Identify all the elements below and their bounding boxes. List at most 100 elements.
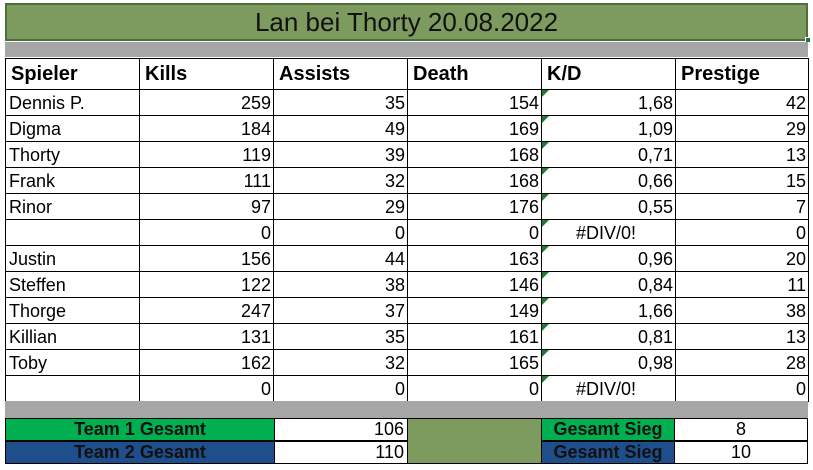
assists-cell[interactable]: 0 — [273, 219, 408, 246]
header-kills[interactable]: Kills — [139, 58, 274, 90]
kd-cell[interactable]: #DIV/0! — [541, 219, 676, 246]
prestige-cell[interactable]: 7 — [675, 193, 809, 220]
player-cell[interactable]: Steffen — [5, 271, 140, 298]
kills-cell[interactable]: 119 — [139, 141, 274, 168]
kd-cell-text: 0,66 — [637, 170, 673, 191]
kills-cell-text: 162 — [240, 352, 271, 373]
death-cell[interactable]: 165 — [407, 349, 542, 376]
kills-cell[interactable]: 162 — [139, 349, 274, 376]
death-cell-text: 168 — [508, 144, 539, 165]
kd-cell[interactable]: 0,81 — [541, 323, 676, 350]
team1-win-value[interactable]: 8 — [674, 418, 808, 441]
prestige-cell[interactable]: 13 — [675, 323, 809, 350]
kills-cell[interactable]: 122 — [139, 271, 274, 298]
kills-cell[interactable]: 0 — [139, 375, 274, 402]
prestige-cell[interactable]: 29 — [675, 115, 809, 142]
assists-cell[interactable]: 49 — [273, 115, 408, 142]
prestige-cell[interactable]: 13 — [675, 141, 809, 168]
kd-cell[interactable]: 0,71 — [541, 141, 676, 168]
prestige-cell[interactable]: 28 — [675, 349, 809, 376]
death-cell[interactable]: 169 — [407, 115, 542, 142]
death-cell[interactable]: 176 — [407, 193, 542, 220]
assists-cell[interactable]: 32 — [273, 349, 408, 376]
team2-total-value[interactable]: 110 — [274, 441, 408, 464]
header-death[interactable]: Death — [407, 58, 542, 90]
death-cell[interactable]: 168 — [407, 141, 542, 168]
kills-cell[interactable]: 184 — [139, 115, 274, 142]
prestige-cell[interactable]: 20 — [675, 245, 809, 272]
player-cell[interactable]: Frank — [5, 167, 140, 194]
kills-cell[interactable]: 111 — [139, 167, 274, 194]
kills-cell[interactable]: 156 — [139, 245, 274, 272]
kd-cell-text: 0,84 — [637, 274, 673, 295]
kills-cell-text: 0 — [260, 378, 271, 399]
kills-cell[interactable]: 259 — [139, 89, 274, 116]
death-cell[interactable]: 149 — [407, 297, 542, 324]
death-cell-text: 163 — [508, 248, 539, 269]
kills-cell[interactable]: 0 — [139, 219, 274, 246]
player-cell[interactable]: Rinor — [5, 193, 140, 220]
kd-cell[interactable]: 1,68 — [541, 89, 676, 116]
kills-cell[interactable]: 131 — [139, 323, 274, 350]
assists-cell[interactable]: 0 — [273, 375, 408, 402]
kd-cell[interactable]: 0,84 — [541, 271, 676, 298]
header-spieler[interactable]: Spieler — [5, 58, 140, 90]
death-cell[interactable]: 0 — [407, 219, 542, 246]
assists-cell[interactable]: 39 — [273, 141, 408, 168]
team1-total-label[interactable]: Team 1 Gesamt — [5, 418, 275, 441]
death-cell[interactable]: 163 — [407, 245, 542, 272]
team2-win-label[interactable]: Gesamt Sieg — [541, 441, 675, 464]
player-cell[interactable]: Killian — [5, 323, 140, 350]
selection-fill-handle[interactable] — [805, 37, 811, 43]
kd-cell[interactable]: 0,96 — [541, 245, 676, 272]
player-cell[interactable] — [5, 375, 140, 402]
player-cell[interactable]: Digma — [5, 115, 140, 142]
kd-cell[interactable]: #DIV/0! — [541, 375, 676, 402]
death-cell[interactable]: 0 — [407, 375, 542, 402]
team1-win-label[interactable]: Gesamt Sieg — [541, 418, 675, 441]
death-cell[interactable]: 154 — [407, 89, 542, 116]
assists-cell[interactable]: 29 — [273, 193, 408, 220]
prestige-cell[interactable]: 0 — [675, 219, 809, 246]
player-cell[interactable] — [5, 219, 140, 246]
kd-cell[interactable]: 0,66 — [541, 167, 676, 194]
player-cell[interactable]: Thorty — [5, 141, 140, 168]
kills-cell[interactable]: 97 — [139, 193, 274, 220]
header-prestige[interactable]: Prestige — [675, 58, 809, 90]
kills-cell[interactable]: 247 — [139, 297, 274, 324]
header-kd[interactable]: K/D — [541, 58, 676, 90]
kd-cell[interactable]: 0,55 — [541, 193, 676, 220]
player-cell-text: Thorty — [9, 144, 61, 165]
death-cell[interactable]: 168 — [407, 167, 542, 194]
prestige-cell[interactable]: 42 — [675, 89, 809, 116]
kd-cell[interactable]: 1,66 — [541, 297, 676, 324]
summary-spacer-cell[interactable] — [407, 418, 542, 464]
assists-cell[interactable]: 35 — [273, 323, 408, 350]
assists-cell[interactable]: 37 — [273, 297, 408, 324]
team2-total-label[interactable]: Team 2 Gesamt — [5, 441, 275, 464]
prestige-cell[interactable]: 38 — [675, 297, 809, 324]
prestige-cell[interactable]: 11 — [675, 271, 809, 298]
separator-band-bottom — [5, 401, 808, 418]
death-cell[interactable]: 161 — [407, 323, 542, 350]
player-cell[interactable]: Dennis P. — [5, 89, 140, 116]
player-cell[interactable]: Toby — [5, 349, 140, 376]
team2-win-value[interactable]: 10 — [674, 441, 808, 464]
death-cell[interactable]: 146 — [407, 271, 542, 298]
assists-cell[interactable]: 35 — [273, 89, 408, 116]
title-cell[interactable]: Lan bei Thorty 20.08.2022 — [5, 3, 808, 41]
prestige-cell[interactable]: 15 — [675, 167, 809, 194]
assists-cell[interactable]: 44 — [273, 245, 408, 272]
assists-cell[interactable]: 38 — [273, 271, 408, 298]
assists-cell-text: 39 — [384, 144, 405, 165]
prestige-cell[interactable]: 0 — [675, 375, 809, 402]
team1-total-value[interactable]: 106 — [274, 418, 408, 441]
formula-warning-marker — [542, 90, 549, 97]
header-assists[interactable]: Assists — [273, 58, 408, 90]
player-cell[interactable]: Justin — [5, 245, 140, 272]
assists-cell[interactable]: 32 — [273, 167, 408, 194]
kd-cell[interactable]: 1,09 — [541, 115, 676, 142]
kd-cell[interactable]: 0,98 — [541, 349, 676, 376]
player-cell[interactable]: Thorge — [5, 297, 140, 324]
sheet-title: Lan bei Thorty 20.08.2022 — [254, 6, 559, 37]
